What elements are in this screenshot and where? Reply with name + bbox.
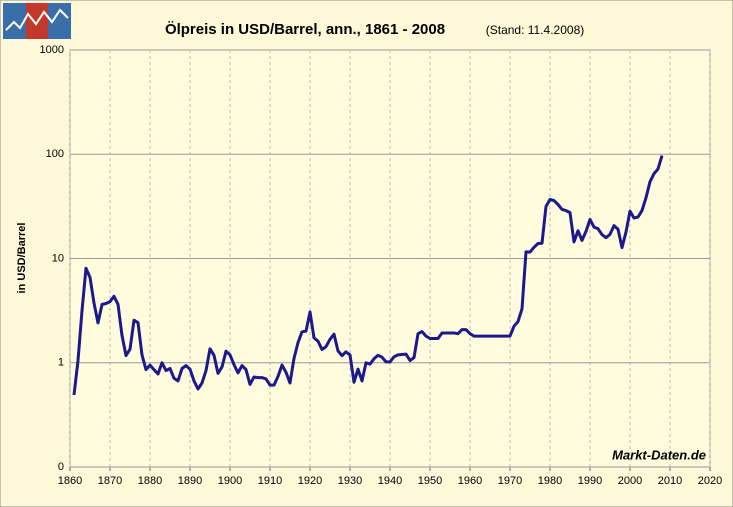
chart-subtitle: (Stand: 11.4.2008): [486, 23, 585, 37]
chart-title: Ölpreis in USD/Barrel, ann., 1861 - 2008: [165, 21, 445, 38]
x-tick-label: 1860: [58, 475, 82, 487]
y-axis-label: in USD/Barrel: [16, 223, 28, 294]
x-tick-label: 1900: [218, 475, 242, 487]
x-tick-label: 1870: [98, 475, 122, 487]
x-tick-label: 1990: [578, 475, 602, 487]
y-tick-label: 1: [58, 357, 64, 369]
y-tick-label: 0: [58, 461, 64, 473]
x-tick-label: 1880: [138, 475, 162, 487]
y-tick-label: 1000: [40, 44, 64, 56]
x-tick-label: 2000: [618, 475, 642, 487]
x-tick-label: 2010: [658, 475, 682, 487]
x-tick-label: 1980: [538, 475, 562, 487]
x-tick-label: 1950: [418, 475, 442, 487]
x-tick-label: 1960: [458, 475, 482, 487]
x-tick-label: 1940: [378, 475, 402, 487]
chart: Ölpreis in USD/Barrel, ann., 1861 - 2008…: [0, 0, 733, 507]
x-tick-label: 1920: [298, 475, 322, 487]
x-tick-label: 2020: [698, 475, 722, 487]
y-tick-label: 100: [46, 148, 64, 160]
x-tick-label: 1890: [178, 475, 202, 487]
x-tick-label: 1910: [258, 475, 282, 487]
logo: [3, 3, 71, 39]
y-tick-label: 10: [52, 252, 64, 264]
x-tick-label: 1930: [338, 475, 362, 487]
watermark: Markt-Daten.de: [612, 447, 706, 462]
x-tick-label: 1970: [498, 475, 522, 487]
